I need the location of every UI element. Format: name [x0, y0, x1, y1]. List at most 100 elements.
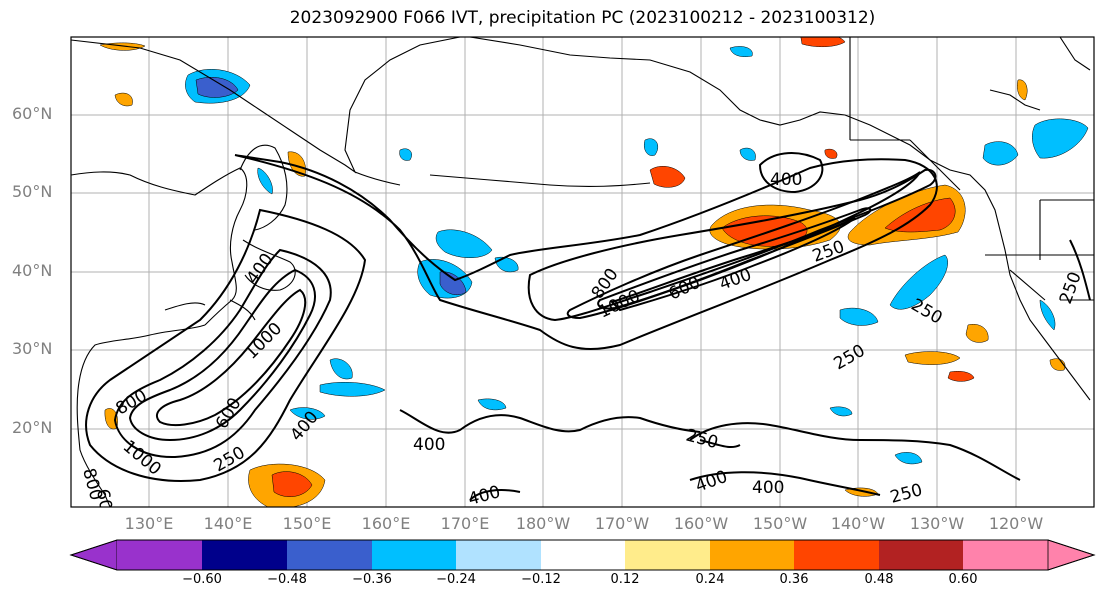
lon-label: 120°W	[988, 514, 1044, 533]
contour-label: 400	[770, 170, 802, 190]
colorbar-bin	[372, 540, 456, 570]
contour-label: 250	[888, 480, 925, 508]
ivt-contour-1000	[155, 288, 307, 427]
lon-label: 170°E	[440, 514, 490, 533]
ivt-contour-400	[85, 208, 367, 482]
contour-label: 250	[831, 341, 869, 375]
lon-label: 140°W	[830, 514, 886, 533]
colorbar-bin	[541, 540, 625, 570]
precip-positive-patch	[947, 371, 975, 382]
colorbar-tick: −0.12	[521, 572, 561, 587]
precip-positive-patch	[114, 92, 133, 107]
colorbar	[69, 539, 1096, 571]
lat-label: 40°N	[12, 261, 53, 280]
ivt-contour-400	[399, 409, 701, 434]
precip-negative-patch	[195, 77, 239, 98]
colorbar-tick: 0.12	[610, 572, 640, 587]
ivt-contour-800	[597, 207, 872, 310]
colorbar-tick: −0.48	[267, 572, 307, 587]
precip-negative-patch	[257, 167, 273, 195]
ivt-contour-800	[128, 268, 316, 442]
colorbar-bin	[202, 540, 287, 570]
precip-negative-patch	[889, 254, 948, 310]
precip-negative-patch	[644, 138, 659, 156]
precip-positive-patch	[965, 324, 989, 343]
precip-negative-patch	[1032, 118, 1089, 159]
contour-label: 1000	[241, 319, 286, 364]
ivt-contour-400	[527, 168, 937, 322]
contour-label: 250	[1056, 269, 1086, 306]
lon-label: 160°W	[673, 514, 729, 533]
map-title: 2023092900 F066 IVT, precipitation PC (2…	[289, 8, 876, 28]
colorbar-bin	[117, 540, 202, 570]
precip-positive-patch	[1017, 79, 1028, 101]
contour-label: 400	[752, 478, 784, 498]
ivt-contour-250	[699, 439, 741, 449]
lon-label: 130°W	[909, 514, 965, 533]
lon-label: 150°E	[282, 514, 332, 533]
contour-label: 250	[684, 426, 721, 454]
colorbar-tick: 0.60	[948, 572, 978, 587]
colorbar-tick: 0.36	[779, 572, 809, 587]
precip-negative-patch	[982, 141, 1019, 166]
colorbar-bin	[710, 540, 794, 570]
ivt-contour-1000	[610, 217, 856, 312]
colorbar-bin	[287, 540, 372, 570]
precip-negative-patch	[839, 307, 879, 326]
lat-label: 20°N	[12, 418, 53, 437]
colorbar-tick: 0.24	[695, 572, 725, 587]
contour-label: 400	[717, 265, 754, 295]
precip-negative-patch	[894, 452, 923, 465]
ivt-contour-400	[758, 152, 824, 194]
precip-negative-patch	[329, 358, 353, 380]
map-frame	[70, 36, 1095, 508]
precip-positive-patch	[649, 166, 686, 188]
lat-label: 60°N	[12, 104, 53, 123]
precip-negative-patch	[1039, 299, 1056, 331]
contour-label: 600	[92, 487, 117, 522]
colorbar-tick: −0.60	[182, 572, 222, 587]
colorbar-bin	[794, 540, 879, 570]
contour-label: 1000	[119, 437, 165, 480]
precip-positive-patch	[800, 37, 846, 47]
colorbar-bin	[625, 540, 710, 570]
colorbar-extend-high	[1047, 539, 1096, 571]
ivt-contour-250	[689, 422, 1021, 481]
colorbar-extend-low	[69, 539, 118, 571]
coastlines	[71, 37, 1094, 507]
precip-positive-patch	[271, 471, 313, 497]
precip-negative-patch	[477, 398, 507, 411]
contour-label: 400	[693, 467, 730, 497]
precip-negative-patch	[729, 46, 753, 57]
colorbar-bin	[879, 540, 963, 570]
lon-label: 180°W	[515, 514, 571, 533]
lat-label: 50°N	[12, 182, 53, 201]
ivt-contours	[85, 152, 1091, 501]
precip-positive-patch	[904, 351, 961, 365]
precip-negative-patch	[319, 382, 386, 397]
lon-label: 150°W	[752, 514, 808, 533]
ivt-contour-400	[689, 471, 881, 496]
precip-negative-patch	[439, 271, 467, 295]
colorbar-tick: −0.24	[436, 572, 476, 587]
colorbar-bin	[963, 540, 1048, 570]
precip-negative-patch	[829, 406, 853, 417]
lon-label: 140°E	[203, 514, 253, 533]
lat-label: 30°N	[12, 339, 53, 358]
lon-label: 130°E	[124, 514, 174, 533]
ivt-contour-400	[469, 489, 521, 501]
precip-negative-patch	[435, 229, 493, 258]
ivt-contour-600	[113, 248, 332, 459]
contour-label: 400	[466, 482, 503, 510]
contour-label: 400	[413, 435, 445, 455]
contour-label: 600	[666, 273, 704, 305]
colorbar-tick: 0.48	[864, 572, 894, 587]
lon-label: 170°W	[594, 514, 650, 533]
precip-negative-patch	[494, 256, 519, 273]
precip-negative-patch	[739, 147, 756, 161]
ivt-contour-250	[1069, 239, 1091, 301]
ivt-contour-250	[234, 154, 938, 351]
precip-shading	[99, 37, 1089, 507]
precip-positive-patch	[824, 148, 838, 159]
